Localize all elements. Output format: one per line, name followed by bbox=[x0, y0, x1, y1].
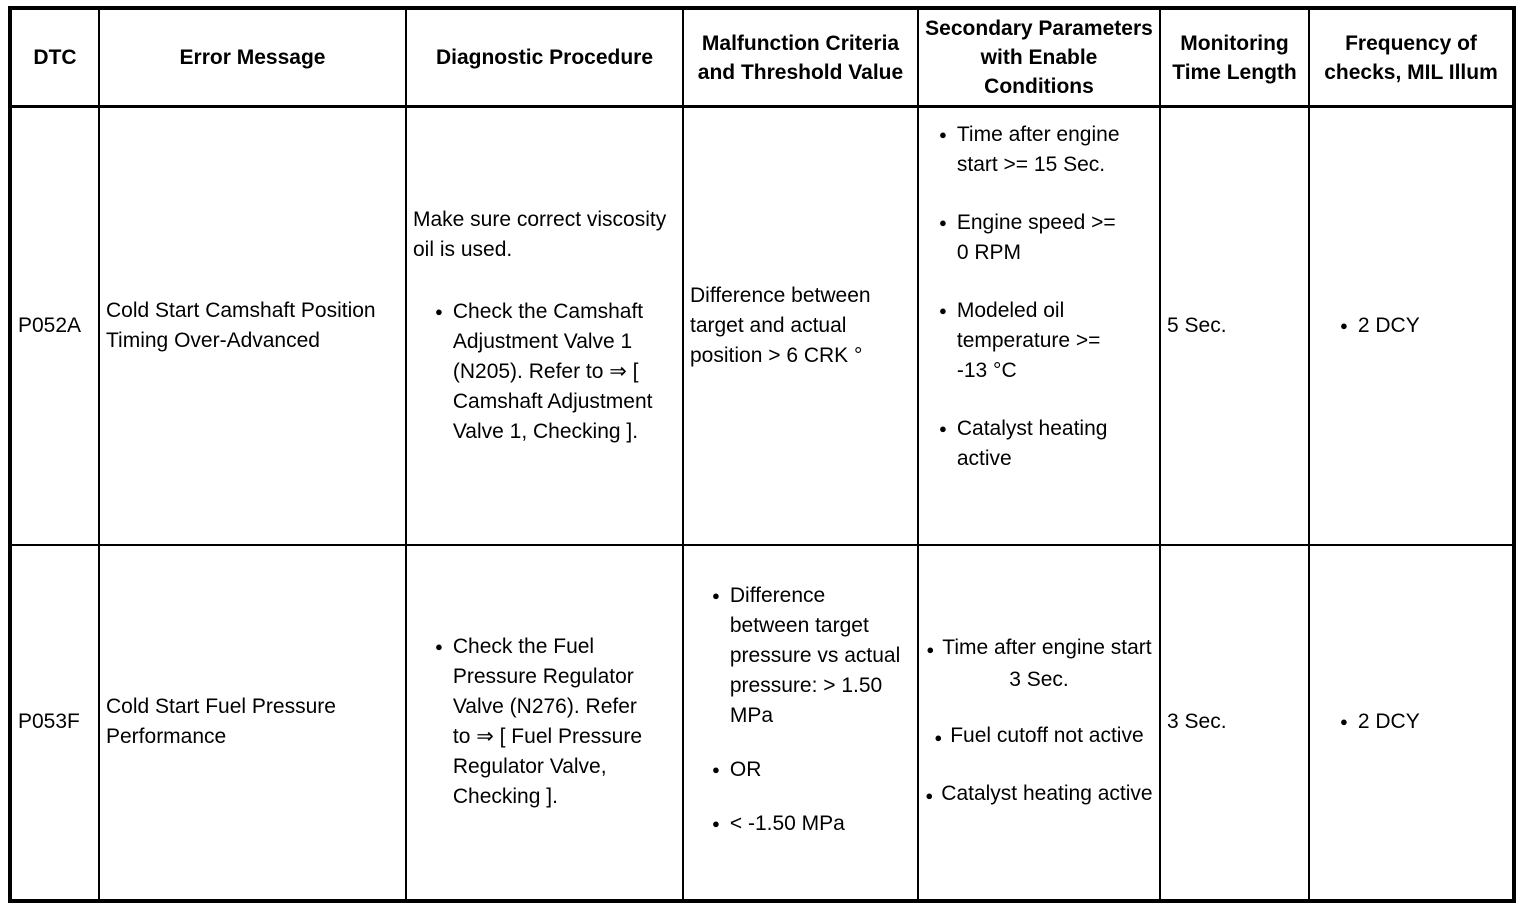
list-item-text: Check the Camshaft Adjustment Valve 1 (N… bbox=[452, 299, 653, 443]
list-item-text: 2 DCY bbox=[1357, 313, 1420, 337]
dtc-code: P053F bbox=[18, 710, 80, 733]
header-malfunction-criteria: Malfunction Criteria and Threshold Value bbox=[682, 7, 919, 108]
list-item: ● Time after engine start >= 15 Sec. bbox=[939, 120, 1153, 180]
list-item-text: Catalyst heating active bbox=[941, 782, 1153, 805]
table-row: P053F Cold Start Fuel Pressure Performan… bbox=[9, 543, 1515, 902]
bullet-icon: ● bbox=[712, 588, 720, 603]
cell-secondary-parameters: ● Time after engine start 3 Sec. ● Fuel cu… bbox=[917, 543, 1161, 902]
list-item: ● Difference between target pressure vs … bbox=[712, 581, 911, 731]
header-secondary-parameters: Secondary Parameters with Enable Conditi… bbox=[917, 7, 1161, 108]
bullet-icon: ● bbox=[435, 639, 443, 654]
malfunction-text: Difference between target and actual pos… bbox=[690, 283, 871, 367]
error-message-text: Cold Start Fuel Pressure Performance bbox=[106, 695, 336, 748]
bullet-icon: ● bbox=[939, 127, 947, 142]
list-item-text: Catalyst heating active bbox=[956, 417, 1108, 470]
cell-error-message: Cold Start Camshaft Position Timing Over… bbox=[98, 105, 407, 546]
list-item-text: Fuel cutoff not active bbox=[950, 724, 1144, 747]
header-monitoring-time: Monitoring Time Length bbox=[1159, 7, 1310, 108]
header-diagnostic-procedure: Diagnostic Procedure bbox=[405, 7, 684, 108]
bullet-icon: ● bbox=[939, 215, 947, 230]
list-item: ● Time after engine start 3 Sec. bbox=[925, 633, 1153, 695]
bullet-icon: ● bbox=[435, 303, 443, 319]
list-item: ● OR bbox=[712, 755, 911, 785]
list-item-text: 2 DCY bbox=[1357, 710, 1420, 733]
list-item: ● Check the Camshaft Adjustment Valve 1 … bbox=[435, 297, 676, 447]
list-item: ● < -1.50 MPa bbox=[712, 809, 911, 839]
list-item-text: OR bbox=[729, 758, 762, 781]
diagnostic-intro: Make sure correct viscosity oil is used. bbox=[413, 207, 667, 261]
header-row: DTC Error Message Diagnostic Procedure M… bbox=[9, 7, 1515, 108]
dtc-table: DTC Error Message Diagnostic Procedure M… bbox=[8, 6, 1516, 903]
bullet-icon: ● bbox=[712, 816, 720, 831]
cell-dtc: P053F bbox=[9, 543, 100, 902]
list-item-text: Check the Fuel Pressure Regulator Valve … bbox=[452, 635, 643, 808]
list-item: ● Catalyst heating active bbox=[939, 414, 1153, 474]
list-item: ● Modeled oil temperature >= -13 °C bbox=[939, 296, 1153, 386]
list-item-text: Time after engine start >= 15 Sec. bbox=[956, 123, 1120, 176]
bullet-icon: ● bbox=[925, 788, 934, 803]
bullet-icon: ● bbox=[1340, 317, 1348, 333]
cell-malfunction-criteria: Difference between target and actual pos… bbox=[682, 105, 919, 546]
cell-secondary-parameters: ● Time after engine start >= 15 Sec. ● E… bbox=[917, 105, 1161, 546]
table-row: P052A Cold Start Camshaft Position Timin… bbox=[9, 105, 1515, 546]
list-item: ● 2 DCY bbox=[1340, 707, 1506, 737]
cell-frequency: ● 2 DCY bbox=[1308, 543, 1515, 902]
bullet-icon: ● bbox=[712, 762, 720, 777]
header-frequency: Frequency of checks, MIL Illum bbox=[1308, 7, 1515, 108]
list-item: ● 2 DCY bbox=[1340, 311, 1506, 341]
cell-error-message: Cold Start Fuel Pressure Performance bbox=[98, 543, 407, 902]
cell-diagnostic-procedure: Make sure correct viscosity oil is used.… bbox=[405, 105, 684, 546]
bullet-icon: ● bbox=[939, 303, 947, 318]
bullet-icon: ● bbox=[939, 421, 947, 436]
header-error-message: Error Message bbox=[98, 7, 407, 108]
cell-monitoring-time: 3 Sec. bbox=[1159, 543, 1310, 902]
cell-dtc: P052A bbox=[9, 105, 100, 546]
list-item: ● Fuel cutoff not active bbox=[925, 721, 1153, 753]
cell-diagnostic-procedure: ● Check the Fuel Pressure Regulator Valv… bbox=[405, 543, 684, 902]
list-item: ● Check the Fuel Pressure Regulator Valv… bbox=[435, 632, 676, 812]
bullet-icon: ● bbox=[926, 642, 935, 657]
cell-monitoring-time: 5 Sec. bbox=[1159, 105, 1310, 546]
cell-malfunction-criteria: ● Difference between target pressure vs … bbox=[682, 543, 919, 902]
bullet-icon: ● bbox=[1340, 714, 1348, 729]
monitoring-time-text: 3 Sec. bbox=[1167, 710, 1227, 733]
monitoring-time-text: 5 Sec. bbox=[1167, 313, 1227, 337]
error-message-text: Cold Start Camshaft Position Timing Over… bbox=[106, 298, 376, 352]
list-item-text: Difference between target pressure vs ac… bbox=[729, 584, 901, 727]
list-item-text: Modeled oil temperature >= -13 °C bbox=[956, 299, 1101, 382]
list-item-text: < -1.50 MPa bbox=[729, 812, 845, 835]
list-item-text: Engine speed >= 0 RPM bbox=[956, 211, 1116, 264]
list-item: ● Engine speed >= 0 RPM bbox=[939, 208, 1153, 268]
list-item-text: Time after engine start 3 Sec. bbox=[942, 636, 1152, 691]
header-dtc: DTC bbox=[9, 7, 100, 108]
list-item: ● Catalyst heating active bbox=[925, 779, 1153, 811]
dtc-code: P052A bbox=[18, 313, 82, 337]
cell-frequency: ● 2 DCY bbox=[1308, 105, 1515, 546]
bullet-icon: ● bbox=[934, 730, 943, 745]
